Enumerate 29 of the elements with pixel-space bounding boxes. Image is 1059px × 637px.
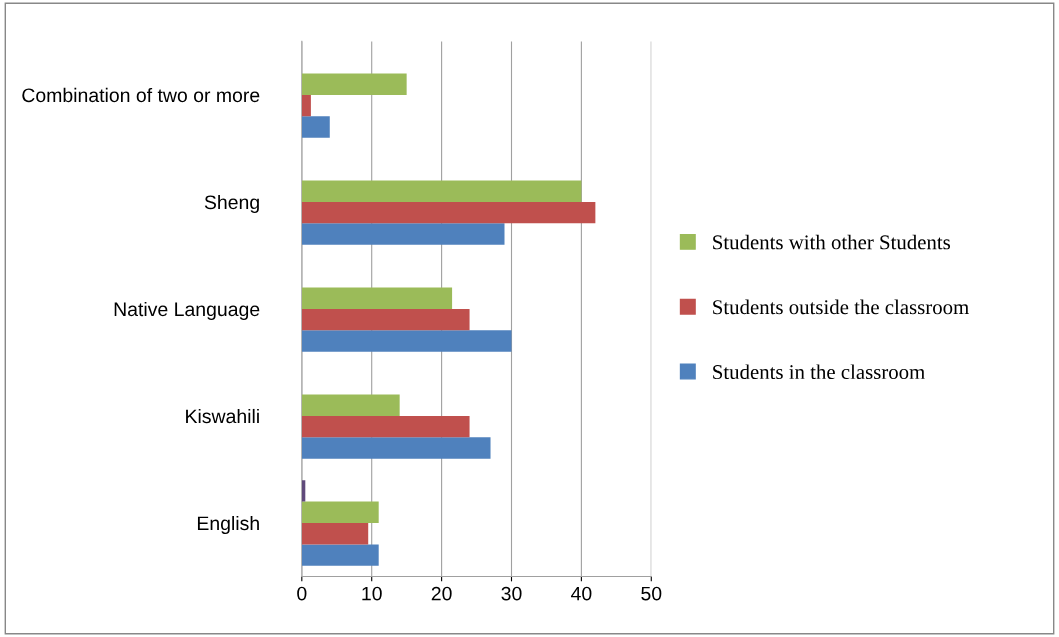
legend-label: Students with other Students (713, 234, 951, 250)
x-tick-label: 30 (501, 586, 522, 601)
legend-label: Students outside the classroom (713, 299, 969, 315)
bar (301, 330, 512, 352)
legend-label: Students in the classroom (713, 364, 925, 380)
y-tick-label: Combination of two or more (22, 87, 260, 103)
bar (301, 501, 379, 523)
bar (301, 73, 407, 95)
bar (301, 415, 470, 438)
bar (301, 394, 400, 416)
bar (301, 544, 379, 566)
bar (301, 437, 491, 459)
bar (301, 94, 311, 117)
x-tick-label: 50 (641, 586, 662, 601)
bar (301, 116, 330, 138)
y-tick-label: Kiswahili (186, 408, 259, 424)
bar (301, 308, 470, 331)
bar (301, 223, 505, 245)
x-tick-label: 20 (431, 586, 452, 601)
bar (301, 522, 369, 545)
x-tick-label: 0 (297, 586, 307, 601)
y-tick-label: Native Language (114, 301, 260, 321)
bar (301, 287, 453, 309)
y-tick-label: English (197, 515, 259, 535)
x-tick-label: 40 (571, 586, 592, 601)
x-tick-label: 10 (362, 586, 382, 601)
bar (301, 201, 596, 224)
bar (301, 180, 582, 202)
y-tick-label: Sheng (204, 194, 259, 214)
